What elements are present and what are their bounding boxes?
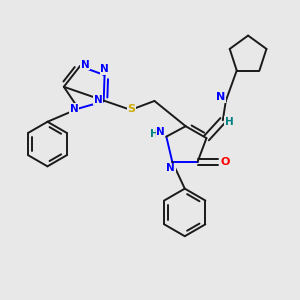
Text: N: N (100, 64, 109, 74)
Text: N: N (156, 127, 165, 137)
Text: S: S (128, 104, 136, 114)
Text: N: N (167, 164, 175, 173)
Text: N: N (216, 92, 225, 102)
Text: N: N (94, 95, 103, 105)
Text: N: N (70, 103, 78, 113)
Text: H: H (150, 129, 159, 139)
Text: O: O (220, 157, 230, 167)
Text: H: H (225, 117, 234, 127)
Text: N: N (81, 60, 90, 70)
